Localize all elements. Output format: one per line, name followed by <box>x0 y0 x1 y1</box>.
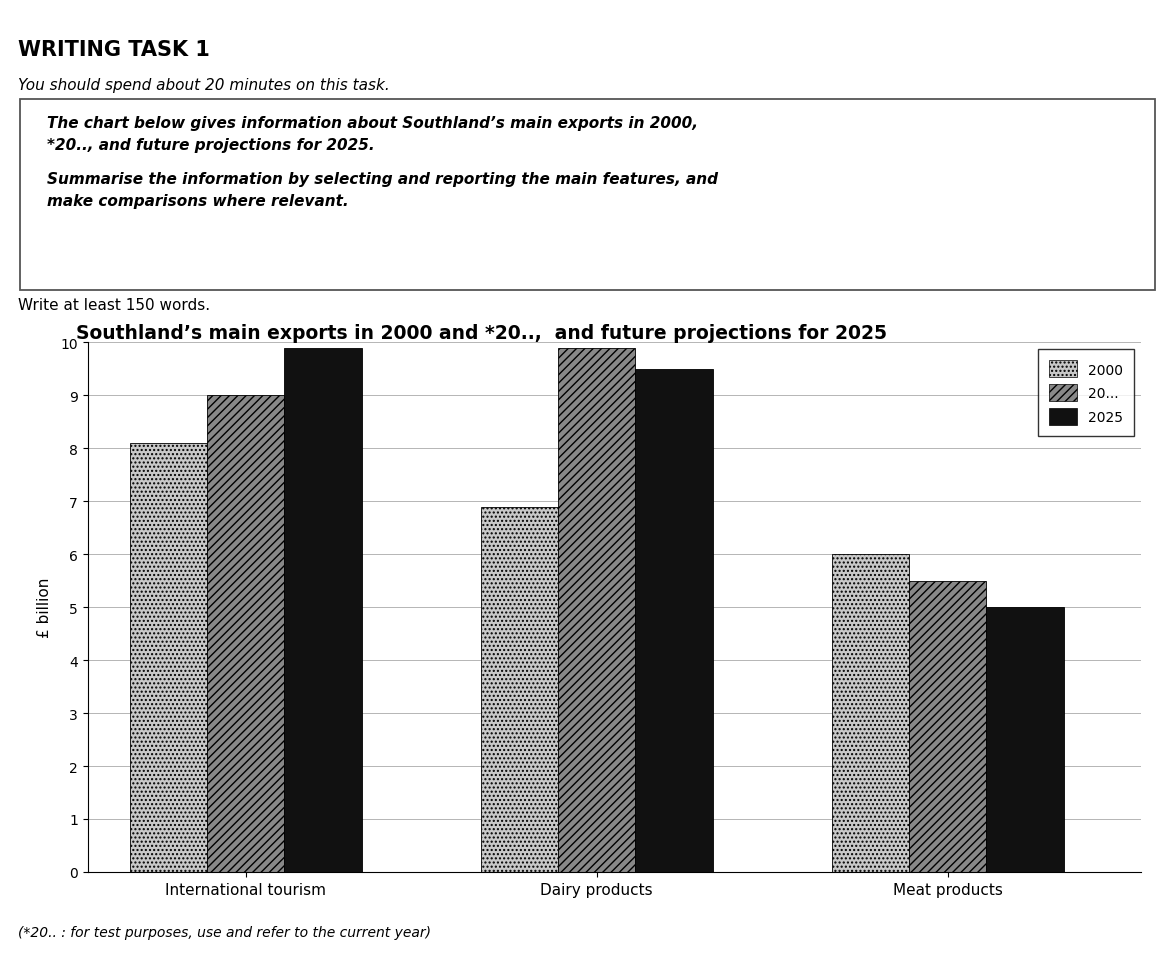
Text: Write at least 150 words.: Write at least 150 words. <box>18 297 209 313</box>
Bar <box>558 349 635 872</box>
Text: You should spend about 20 minutes on this task.: You should spend about 20 minutes on thi… <box>18 78 390 93</box>
Bar <box>481 507 558 872</box>
Bar <box>130 443 207 872</box>
Text: WRITING TASK 1: WRITING TASK 1 <box>18 40 209 60</box>
Text: (*20.. : for test purposes, use and refer to the current year): (*20.. : for test purposes, use and refe… <box>18 924 431 939</box>
Y-axis label: £ billion: £ billion <box>37 578 53 638</box>
Text: Southland’s main exports in 2000 and *20..,  and future projections for 2025: Southland’s main exports in 2000 and *20… <box>76 324 887 343</box>
Bar <box>909 581 986 872</box>
Text: *20.., and future projections for 2025.: *20.., and future projections for 2025. <box>47 138 374 153</box>
Bar <box>986 608 1064 872</box>
Bar <box>207 396 284 872</box>
Legend: 2000, 20..., 2025: 2000, 20..., 2025 <box>1038 350 1134 436</box>
Text: Summarise the information by selecting and reporting the main features, and: Summarise the information by selecting a… <box>47 172 718 187</box>
Bar <box>284 349 362 872</box>
Bar <box>635 370 713 872</box>
Bar <box>832 555 909 872</box>
Text: The chart below gives information about Southland’s main exports in 2000,: The chart below gives information about … <box>47 116 697 132</box>
Text: make comparisons where relevant.: make comparisons where relevant. <box>47 193 349 209</box>
